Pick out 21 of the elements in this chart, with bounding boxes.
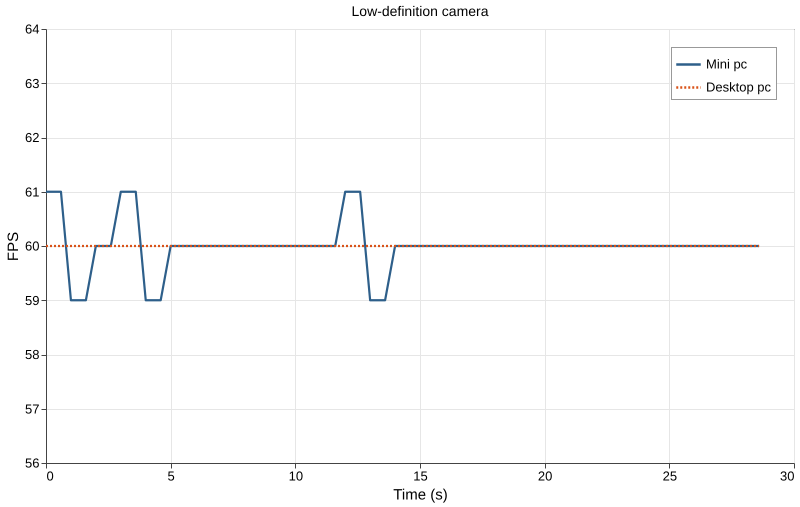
x-tick-label: 30 xyxy=(780,468,794,484)
legend-label: Mini pc xyxy=(706,56,748,72)
y-tick-label: 64 xyxy=(25,22,40,36)
y-tick-label: 58 xyxy=(25,347,40,362)
y-tick-label: 60 xyxy=(25,238,40,254)
chart-title: Low-definition camera xyxy=(352,3,489,19)
y-tick-label: 56 xyxy=(25,456,40,470)
x-tick-label: 10 xyxy=(288,468,304,484)
y-tick-label: 59 xyxy=(25,292,40,308)
y-tick-label: 63 xyxy=(25,76,40,91)
x-tick-label: 5 xyxy=(168,468,175,484)
legend-label: Desktop pc xyxy=(706,80,772,94)
y-tick-label: 57 xyxy=(25,401,40,416)
x-axis-title: Time (s) xyxy=(393,486,448,504)
x-tick-label: 25 xyxy=(662,468,678,484)
x-tick-label: 20 xyxy=(538,468,552,484)
x-tick-label: 0 xyxy=(46,468,54,484)
y-axis-title: FPS xyxy=(5,232,22,262)
y-tick-label: 62 xyxy=(25,130,40,145)
x-tick-label: 15 xyxy=(413,468,428,484)
y-tick-label: 61 xyxy=(25,184,40,200)
